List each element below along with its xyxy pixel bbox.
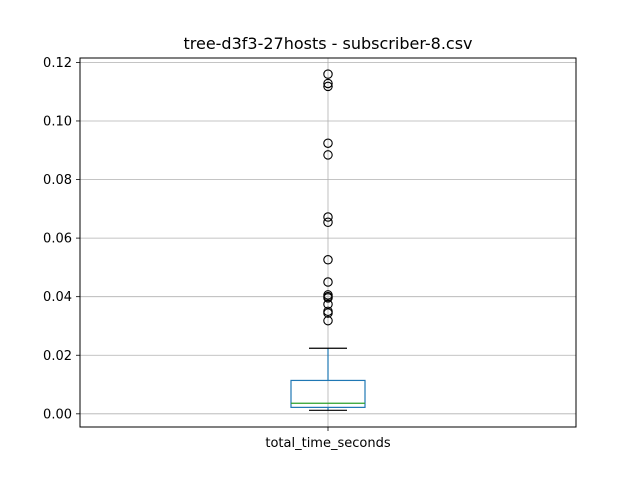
y-tick-label: 0.12	[43, 56, 72, 71]
y-tick-label: 0.00	[43, 407, 72, 422]
iqr-box	[290, 379, 366, 408]
outlier-point	[323, 255, 333, 265]
grid-lines	[80, 58, 576, 427]
outlier-point	[323, 150, 333, 160]
y-axis-ticks: 0.00 0.02 0.04 0.06 0.08 0.10 0.12	[43, 56, 80, 422]
outlier-point	[323, 78, 333, 89]
outlier-point	[323, 212, 333, 222]
y-tick-label: 0.06	[43, 232, 72, 247]
y-tick-label: 0.02	[43, 349, 72, 364]
outlier-point	[323, 315, 333, 326]
x-axis-ticks: total_time_seconds	[265, 427, 391, 451]
y-tick-label: 0.04	[43, 290, 72, 305]
outlier-point	[323, 81, 333, 92]
box-plot	[290, 347, 366, 411]
outlier-point	[323, 293, 333, 303]
outlier-points	[323, 69, 333, 326]
y-tick-label: 0.10	[43, 114, 72, 129]
y-tick-label: 0.08	[43, 173, 72, 188]
outlier-point	[323, 308, 333, 318]
outlier-point	[323, 69, 333, 79]
outlier-point	[323, 217, 333, 228]
chart-title: tree-d3f3-27hosts - subscriber-8.csv	[183, 34, 472, 53]
x-tick-label: total_time_seconds	[265, 436, 390, 451]
outlier-point	[323, 277, 333, 287]
outlier-point	[323, 138, 333, 148]
